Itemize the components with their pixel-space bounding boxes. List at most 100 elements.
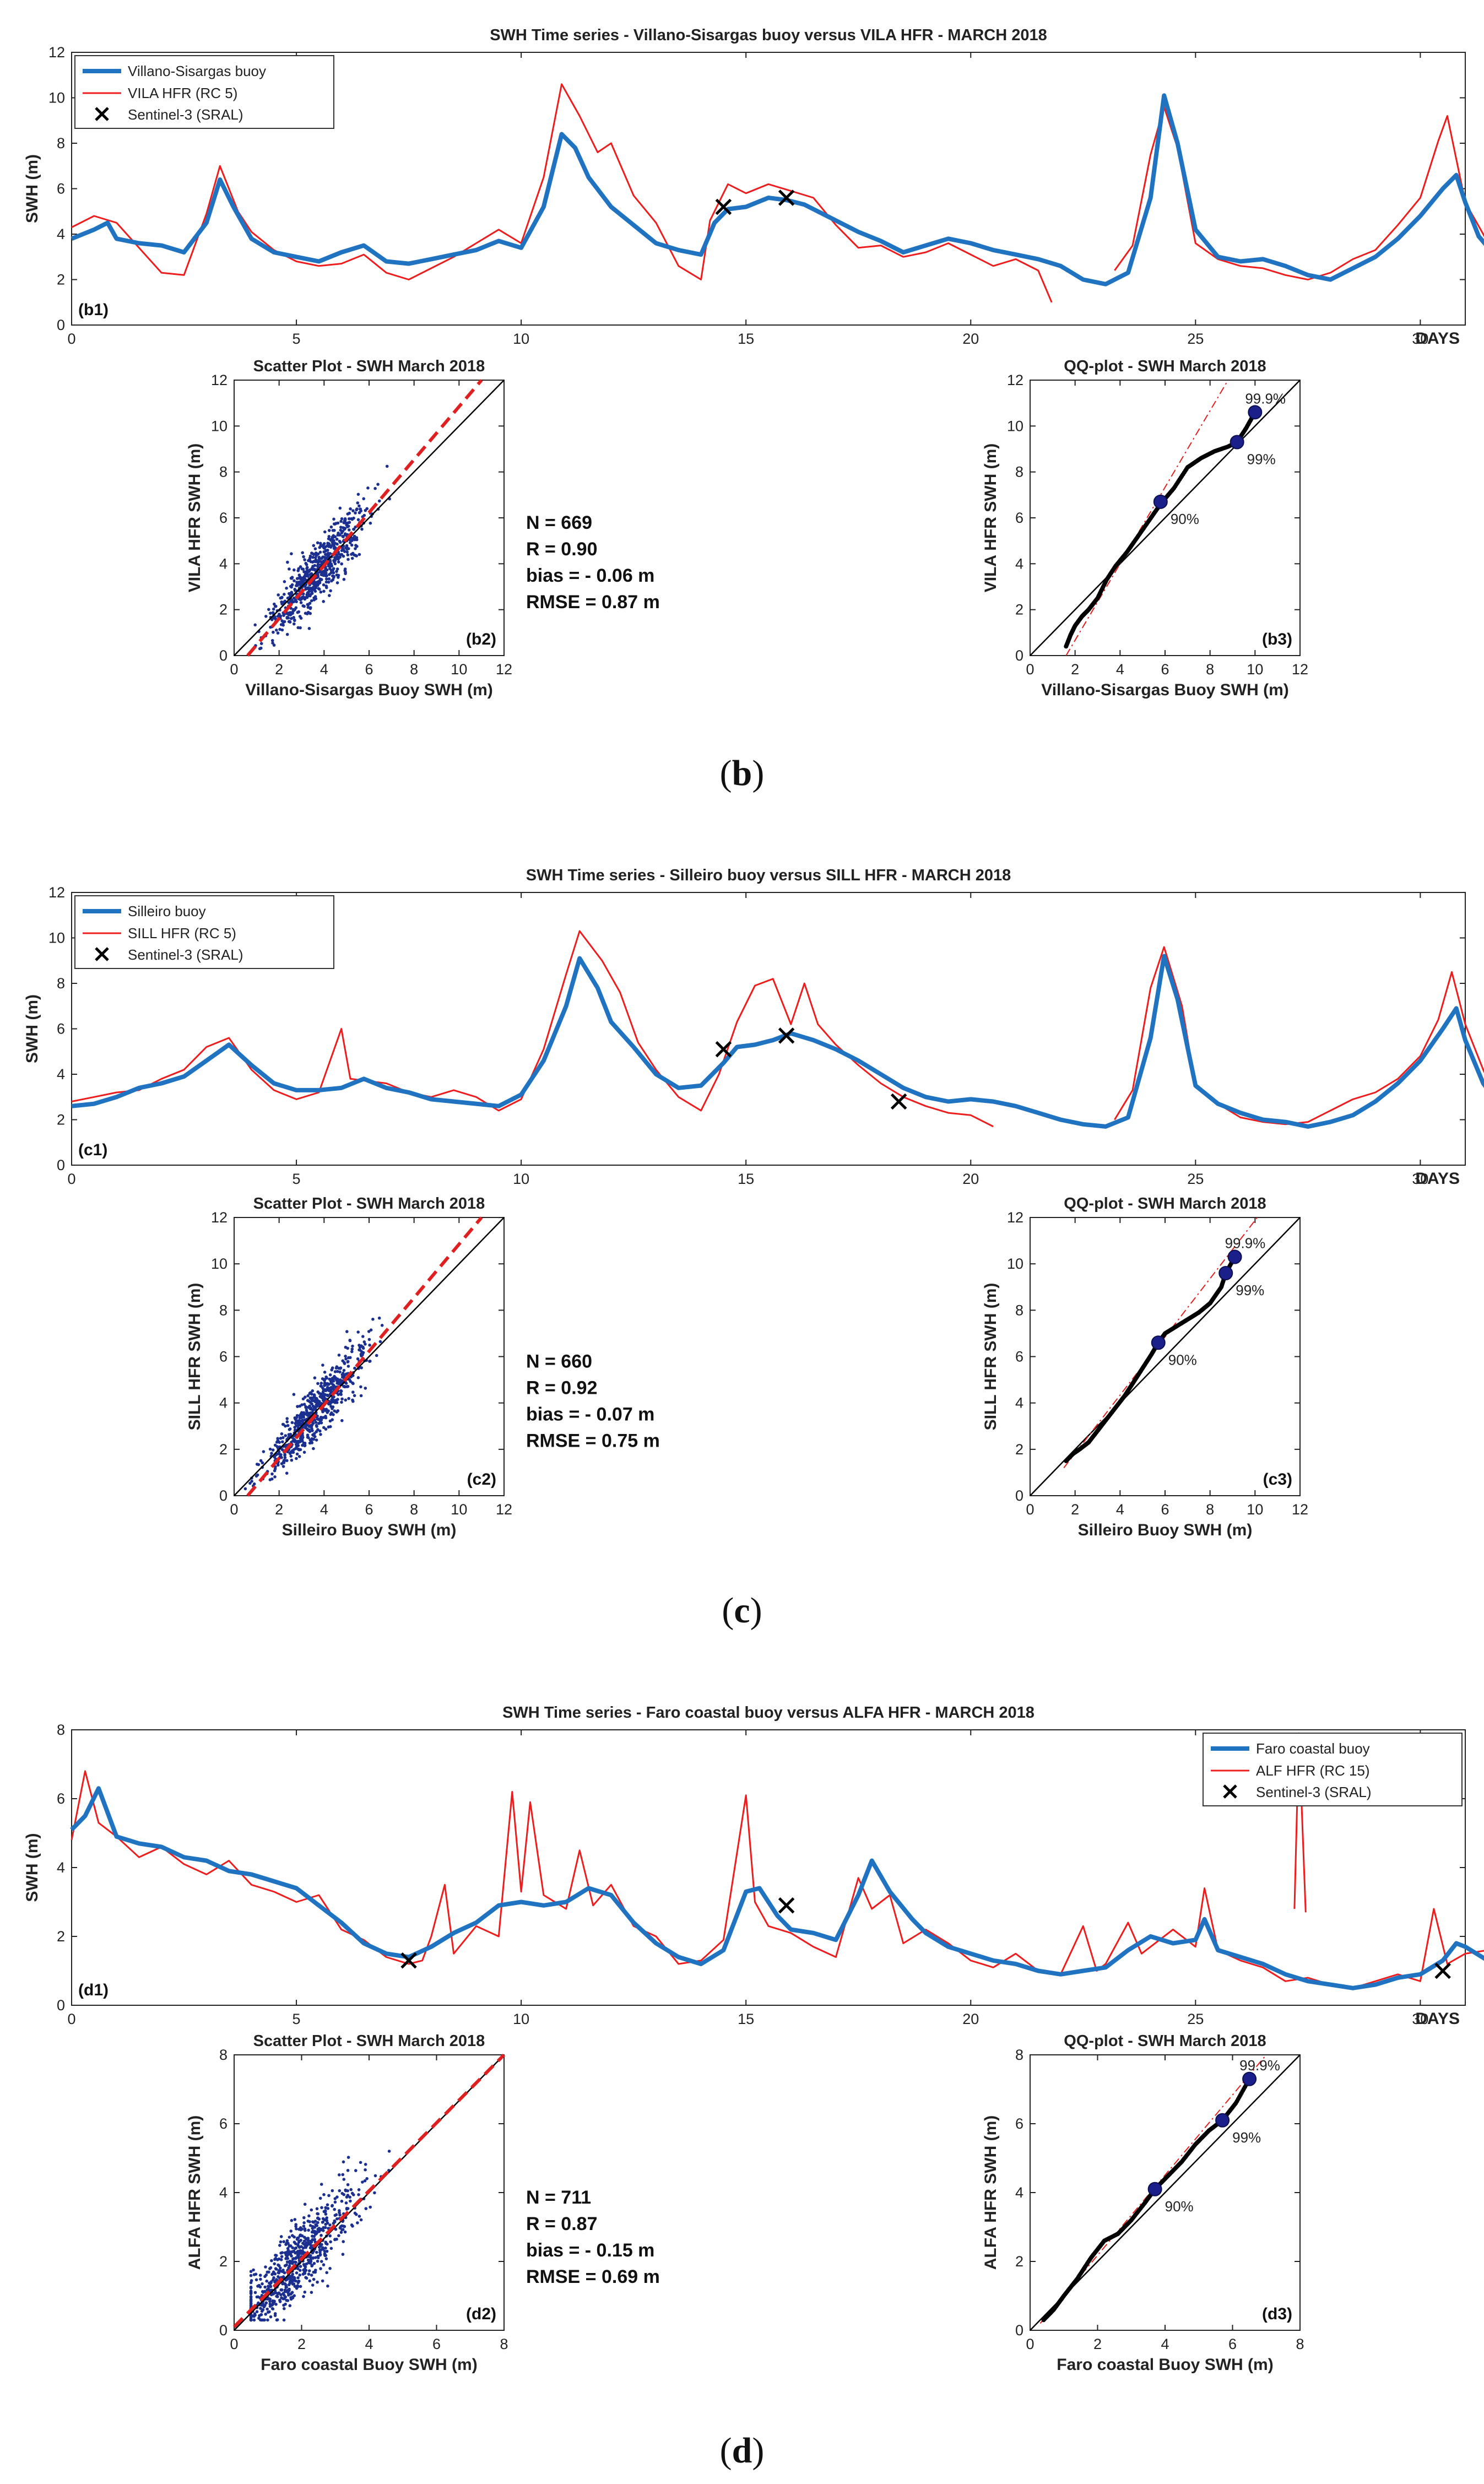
scatter-point <box>302 555 305 559</box>
scatter-point <box>249 2318 253 2322</box>
scatter-point <box>323 556 327 559</box>
scatter-point <box>288 2304 292 2308</box>
scatter-point <box>358 1345 362 1349</box>
scatter-point <box>282 2318 286 2322</box>
scatter-point <box>298 2273 301 2277</box>
scatter-point <box>332 1399 335 1402</box>
scatter-point <box>293 568 296 572</box>
scatter-point <box>303 2290 307 2294</box>
scatter-b-y-tick-label: 10 <box>211 418 228 434</box>
scatter-point <box>299 601 303 604</box>
scatter-point <box>279 2240 283 2244</box>
scatter-point <box>273 2291 277 2295</box>
scatter-point <box>308 2261 312 2265</box>
scatter-point <box>278 2244 281 2247</box>
scatter-point <box>362 497 365 501</box>
qq-d-y-tick-label: 0 <box>1015 2322 1023 2339</box>
qq-tag-b: (b3) <box>1262 630 1292 648</box>
scatter-b-y-tick-label: 2 <box>219 602 228 618</box>
scatter-point <box>279 1455 283 1459</box>
scatter-point <box>342 2178 346 2181</box>
scatter-point <box>300 2234 304 2238</box>
scatter-point <box>263 2318 267 2322</box>
scatter-point <box>338 506 342 510</box>
scatter-point <box>327 577 331 581</box>
scatter-point <box>308 1411 312 1415</box>
sentinel-point-d-stroke-b <box>400 1952 417 1969</box>
scatter-point <box>303 2227 307 2231</box>
scatter-point <box>349 507 352 511</box>
scatter-point <box>298 575 302 578</box>
scatter-point <box>359 507 362 511</box>
scatter-point <box>321 1396 324 1400</box>
scatter-b-x-tick-label: 8 <box>410 661 418 678</box>
scatter-point <box>297 2252 301 2255</box>
scatter-point <box>307 570 311 573</box>
scatter-c-x-tick-label: 4 <box>320 1501 328 1518</box>
scatter-point <box>335 567 339 571</box>
scatter-point <box>274 2303 278 2306</box>
scatter-point <box>346 2183 350 2187</box>
scatter-point <box>326 2284 329 2288</box>
qq-c-x-tick-label: 2 <box>1071 1501 1079 1518</box>
scatter-point <box>324 549 327 553</box>
scatter-point <box>285 1417 289 1420</box>
scatter-point <box>275 629 278 632</box>
scatter-b-y-tick-label: 6 <box>219 510 228 526</box>
scatter-point <box>296 2236 299 2240</box>
scatter-point <box>281 624 285 627</box>
scatter-point <box>359 1394 363 1398</box>
scatter-c-x-tick-label: 0 <box>230 1501 238 1518</box>
scatter-point <box>318 2253 322 2257</box>
buoy-series-line-d <box>70 1786 1484 1990</box>
scatter-point <box>280 628 284 632</box>
scatter-point <box>308 1438 312 1442</box>
qq-d-y-tick-label: 4 <box>1015 2184 1023 2201</box>
ts-b-x-tick-label: 15 <box>738 331 754 347</box>
scatter-point <box>311 555 315 559</box>
scatter-point <box>387 2150 391 2153</box>
scatter-point <box>249 2304 253 2307</box>
scatter-point <box>295 581 299 584</box>
scatter-point <box>340 2199 344 2203</box>
scatter-point <box>339 1389 343 1393</box>
scatter-point <box>248 1481 252 1485</box>
scatter-point <box>341 2173 345 2177</box>
scatter-point <box>310 2274 313 2277</box>
scatter-point <box>301 576 305 580</box>
scatter-point <box>321 2217 325 2221</box>
scatter-point <box>311 1409 315 1412</box>
scatter-point <box>361 1346 365 1350</box>
scatter-b-x-tick-label: 0 <box>230 661 238 678</box>
ts-d-x-tick-label: 30 <box>1412 2011 1428 2027</box>
scatter-point <box>267 2287 270 2291</box>
scatter-point <box>335 1365 339 1368</box>
scatter-point <box>270 2272 274 2276</box>
scatter-point <box>322 1416 325 1419</box>
scatter-point <box>316 1414 319 1418</box>
scatter-point <box>286 2276 290 2280</box>
scatter-b-x-tick-label: 12 <box>496 661 512 678</box>
scatter-point <box>319 1384 323 1388</box>
scatter-point <box>346 525 349 528</box>
scatter-point <box>335 570 338 573</box>
scatter-point <box>329 1390 333 1394</box>
scatter-point <box>328 2266 332 2270</box>
scatter-point <box>311 1404 315 1408</box>
qq-tag-c: (c3) <box>1263 1470 1292 1489</box>
scatter-point <box>318 2250 322 2254</box>
scatter-point <box>312 544 316 548</box>
scatter-point <box>313 2226 316 2229</box>
legend-buoy-label-b: Villano-Sisargas buoy <box>128 63 266 79</box>
scatter-point <box>344 2201 348 2205</box>
scatter-point <box>319 1418 323 1422</box>
scatter-point <box>356 1376 360 1379</box>
ts-c-y-tick-label: 0 <box>57 1157 65 1173</box>
scatter-point <box>266 2310 270 2314</box>
scatter-point <box>270 1452 273 1455</box>
scatter-point <box>276 631 280 635</box>
scatter-b-y-tick-label: 0 <box>219 647 228 664</box>
scatter-point <box>285 1459 289 1463</box>
scatter-point <box>322 573 325 577</box>
scatter-point <box>319 560 322 564</box>
